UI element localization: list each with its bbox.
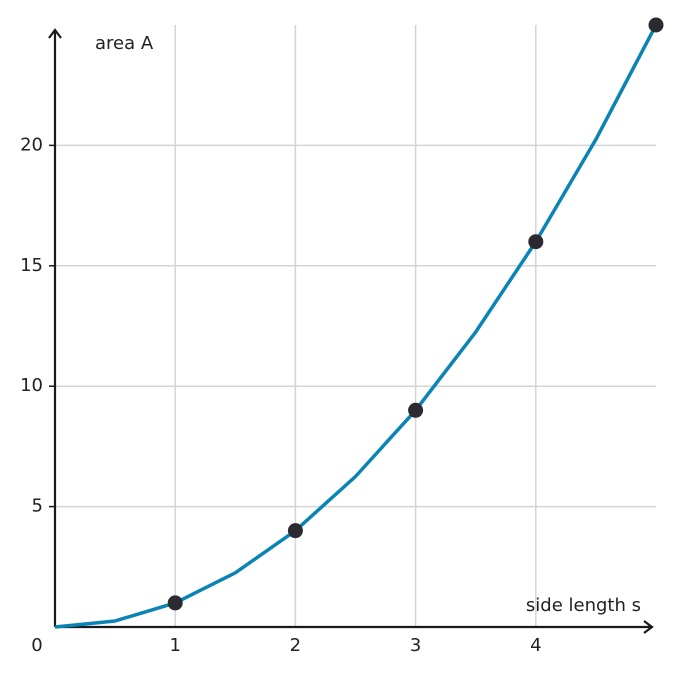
- curve: [54, 24, 658, 629]
- data-point: [408, 402, 424, 418]
- grid: [55, 25, 656, 627]
- y-axis: [48, 28, 62, 627]
- y-tick-label: 15: [20, 255, 43, 276]
- y-tick-label: 10: [20, 375, 43, 396]
- x-tick-label: 3: [410, 635, 421, 656]
- x-tick-label: 2: [290, 635, 301, 656]
- x-axis: [55, 620, 654, 634]
- data-point: [528, 234, 544, 250]
- data-point: [648, 17, 664, 33]
- x-tick-label: 4: [530, 635, 541, 656]
- y-tick-label: 5: [32, 496, 43, 517]
- x-tick-label: 1: [169, 635, 180, 656]
- y-tick-label: 20: [20, 134, 43, 155]
- origin-label: 0: [31, 635, 42, 656]
- data-point: [287, 523, 303, 539]
- y-axis-label: area A: [95, 33, 154, 54]
- x-axis-label: side length s: [526, 595, 641, 616]
- data-point: [167, 595, 183, 611]
